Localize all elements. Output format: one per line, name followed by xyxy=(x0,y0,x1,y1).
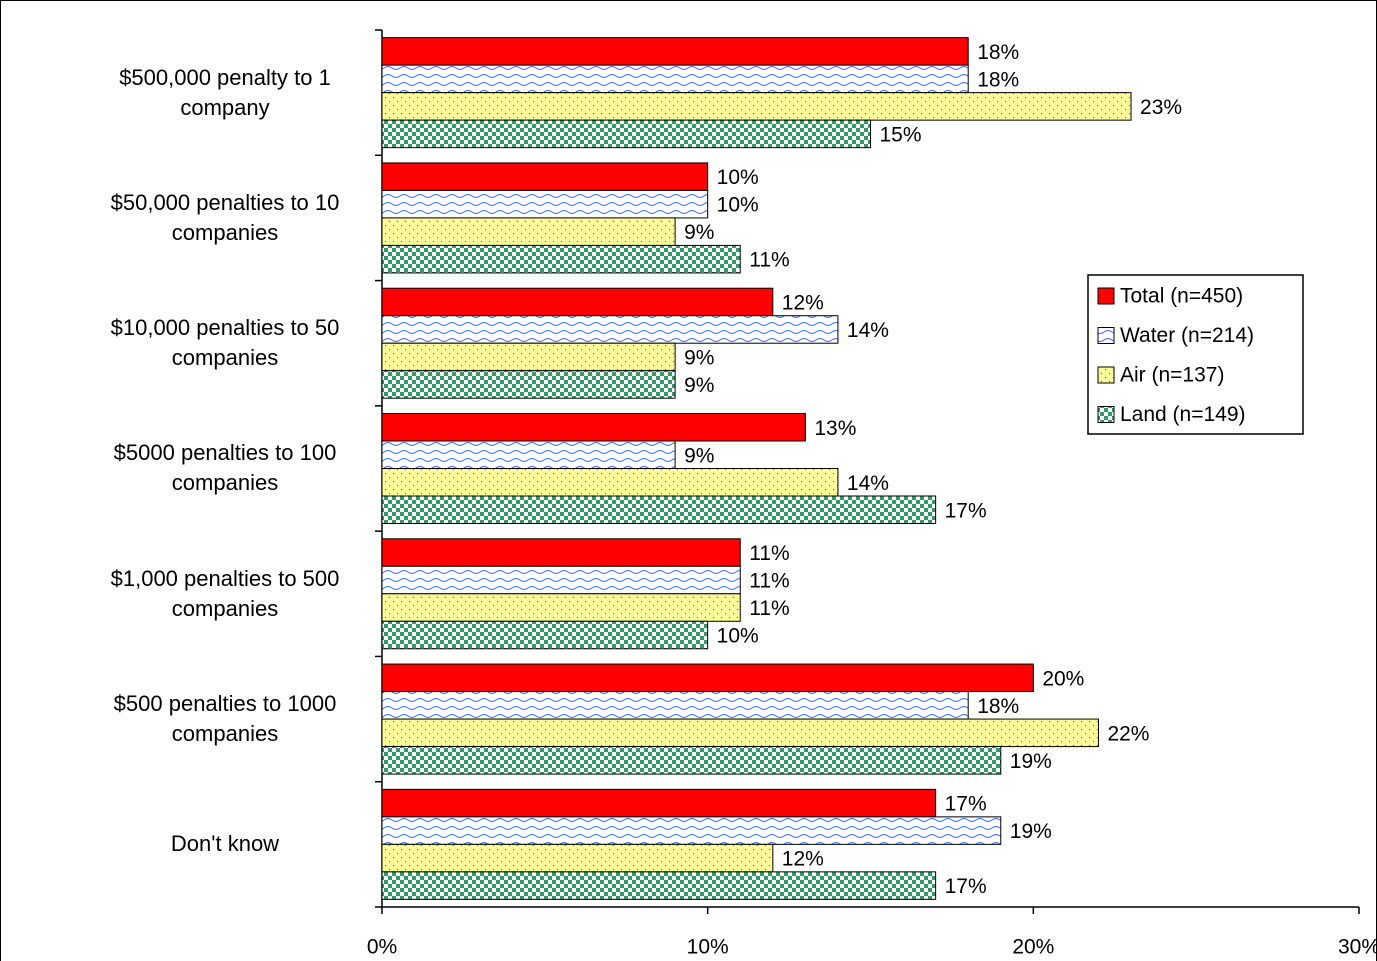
bar xyxy=(381,663,1034,693)
value-label: 11% xyxy=(749,597,789,620)
bar xyxy=(381,413,806,442)
category-text: $10,000 penalties to 50 companies xyxy=(110,315,340,371)
bar xyxy=(381,620,709,650)
category-text: $500,000 penalty to 1 company xyxy=(119,64,331,120)
bar xyxy=(381,342,676,372)
x-tick-label: 10% xyxy=(687,936,729,959)
bar xyxy=(381,92,1132,121)
value-label: 22% xyxy=(1107,722,1149,745)
bar xyxy=(381,538,741,567)
bar xyxy=(381,370,676,399)
category-label: $5000 penalties to 100 companies xyxy=(70,406,380,531)
bar xyxy=(381,718,1099,748)
bar xyxy=(381,119,871,149)
bar xyxy=(381,244,741,274)
value-label: 9% xyxy=(684,374,714,397)
x-tick-label: 20% xyxy=(1012,936,1054,959)
category-label: $1,000 penalties to 500 companies xyxy=(70,531,380,656)
bar xyxy=(381,843,774,873)
bar xyxy=(381,189,709,219)
category-label: $500 penalties to 1000 companies xyxy=(70,656,380,781)
bar xyxy=(381,468,839,497)
value-label: 9% xyxy=(684,347,714,370)
value-label: 19% xyxy=(1010,820,1052,843)
value-label: 15% xyxy=(880,123,922,146)
x-tick-label: 30% xyxy=(1338,936,1377,959)
bar xyxy=(381,788,937,818)
bar xyxy=(381,565,741,595)
value-label: 11% xyxy=(749,249,789,272)
legend-box xyxy=(1087,274,1304,435)
category-text: $1,000 penalties to 500 companies xyxy=(110,565,340,621)
bar xyxy=(381,440,676,469)
category-text: Don't know xyxy=(170,831,280,857)
value-label: 19% xyxy=(1010,750,1052,773)
bar xyxy=(381,315,839,344)
legend-label: Land (n=149) xyxy=(1120,403,1246,426)
category-label: $10,000 penalties to 50 companies xyxy=(70,281,380,406)
value-label: 12% xyxy=(782,292,824,315)
value-label: 20% xyxy=(1042,667,1084,690)
legend-swatch xyxy=(1097,287,1115,305)
bar xyxy=(381,217,676,246)
legend-label: Air (n=137) xyxy=(1120,364,1224,387)
value-label: 11% xyxy=(749,570,789,593)
value-label: 17% xyxy=(945,499,987,522)
bar xyxy=(381,871,937,900)
value-label: 10% xyxy=(717,625,759,648)
bar xyxy=(381,37,969,66)
category-text: $500 penalties to 1000 companies xyxy=(113,691,337,747)
bar xyxy=(381,593,741,622)
legend-swatch xyxy=(1097,327,1115,344)
value-label: 9% xyxy=(684,221,714,244)
value-label: 10% xyxy=(717,166,759,189)
value-label: 12% xyxy=(782,848,824,871)
value-label: 23% xyxy=(1140,96,1182,119)
legend-label: Total (n=450) xyxy=(1120,285,1243,308)
legend-swatch xyxy=(1097,366,1115,384)
value-label: 14% xyxy=(847,472,889,495)
value-label: 9% xyxy=(684,444,714,467)
category-text: $5000 penalties to 100 companies xyxy=(113,440,337,496)
bar xyxy=(381,162,709,191)
value-label: 10% xyxy=(717,194,759,217)
category-text: $50,000 penalties to 10 companies xyxy=(110,189,340,245)
value-label: 17% xyxy=(945,875,987,898)
value-label: 11% xyxy=(749,542,789,565)
category-label: Don't know xyxy=(70,782,380,907)
value-label: 18% xyxy=(977,68,1019,91)
legend-swatch xyxy=(1097,406,1115,423)
value-label: 13% xyxy=(814,417,856,440)
value-label: 14% xyxy=(847,319,889,342)
bar xyxy=(381,495,937,524)
bar xyxy=(381,64,969,94)
bar xyxy=(381,816,1002,845)
bar xyxy=(381,746,1002,775)
x-tick-label: 0% xyxy=(367,936,397,959)
category-label: $500,000 penalty to 1 company xyxy=(70,30,380,155)
legend-label: Water (n=214) xyxy=(1120,324,1254,347)
value-label: 18% xyxy=(977,41,1019,64)
bar xyxy=(381,287,774,317)
category-label: $50,000 penalties to 10 companies xyxy=(70,155,380,280)
bar xyxy=(381,691,969,720)
value-label: 18% xyxy=(977,695,1019,718)
value-label: 17% xyxy=(945,793,987,816)
